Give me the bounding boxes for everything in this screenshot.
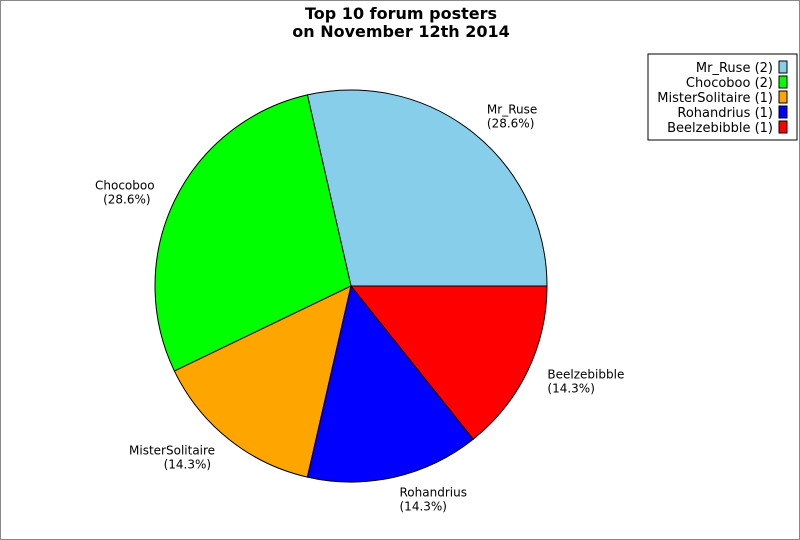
slice-percent: (14.3%) [547,382,594,396]
slice-label: Chocoboo [95,178,155,192]
slice-percent: (28.6%) [487,117,534,131]
legend-swatch [778,120,788,134]
pie-slice-mistersolitaire [173,285,352,478]
chart-subtitle: on November 12th 2014 [292,22,509,41]
slice-percent: (28.6%) [103,192,150,206]
chart-title: Top 10 forum posters [305,4,497,23]
legend-swatch [778,60,788,74]
slice-label: MisterSolitaire [129,443,215,457]
legend-label: Beelzebibble (1) [667,121,773,136]
slice-label: Mr_Ruse [487,103,537,117]
legend-swatch [778,105,788,119]
slice-percent: (14.3%) [400,500,447,514]
legend-swatch [778,75,788,89]
legend-box [647,53,798,141]
slice-label: Beelzebibble [547,368,624,382]
slice-percent: (14.3%) [164,457,211,471]
pie-slice-beelzebibble [349,285,548,440]
pie-slice-mr_ruse [306,89,548,287]
legend-label: Chocoboo (2) [686,76,773,91]
legend: Mr_Ruse (2)Chocoboo (2)MisterSolitaire (… [647,53,798,141]
legend-label: Mr_Ruse (2) [696,61,773,76]
pie-slice-chocoboo [154,94,352,372]
pie-slice-rohandrius [306,284,474,483]
legend-swatch [778,90,788,104]
legend-label: MisterSolitaire (1) [657,91,773,106]
legend-label: Rohandrius (1) [677,106,773,121]
slice-label: Rohandrius [400,486,467,500]
